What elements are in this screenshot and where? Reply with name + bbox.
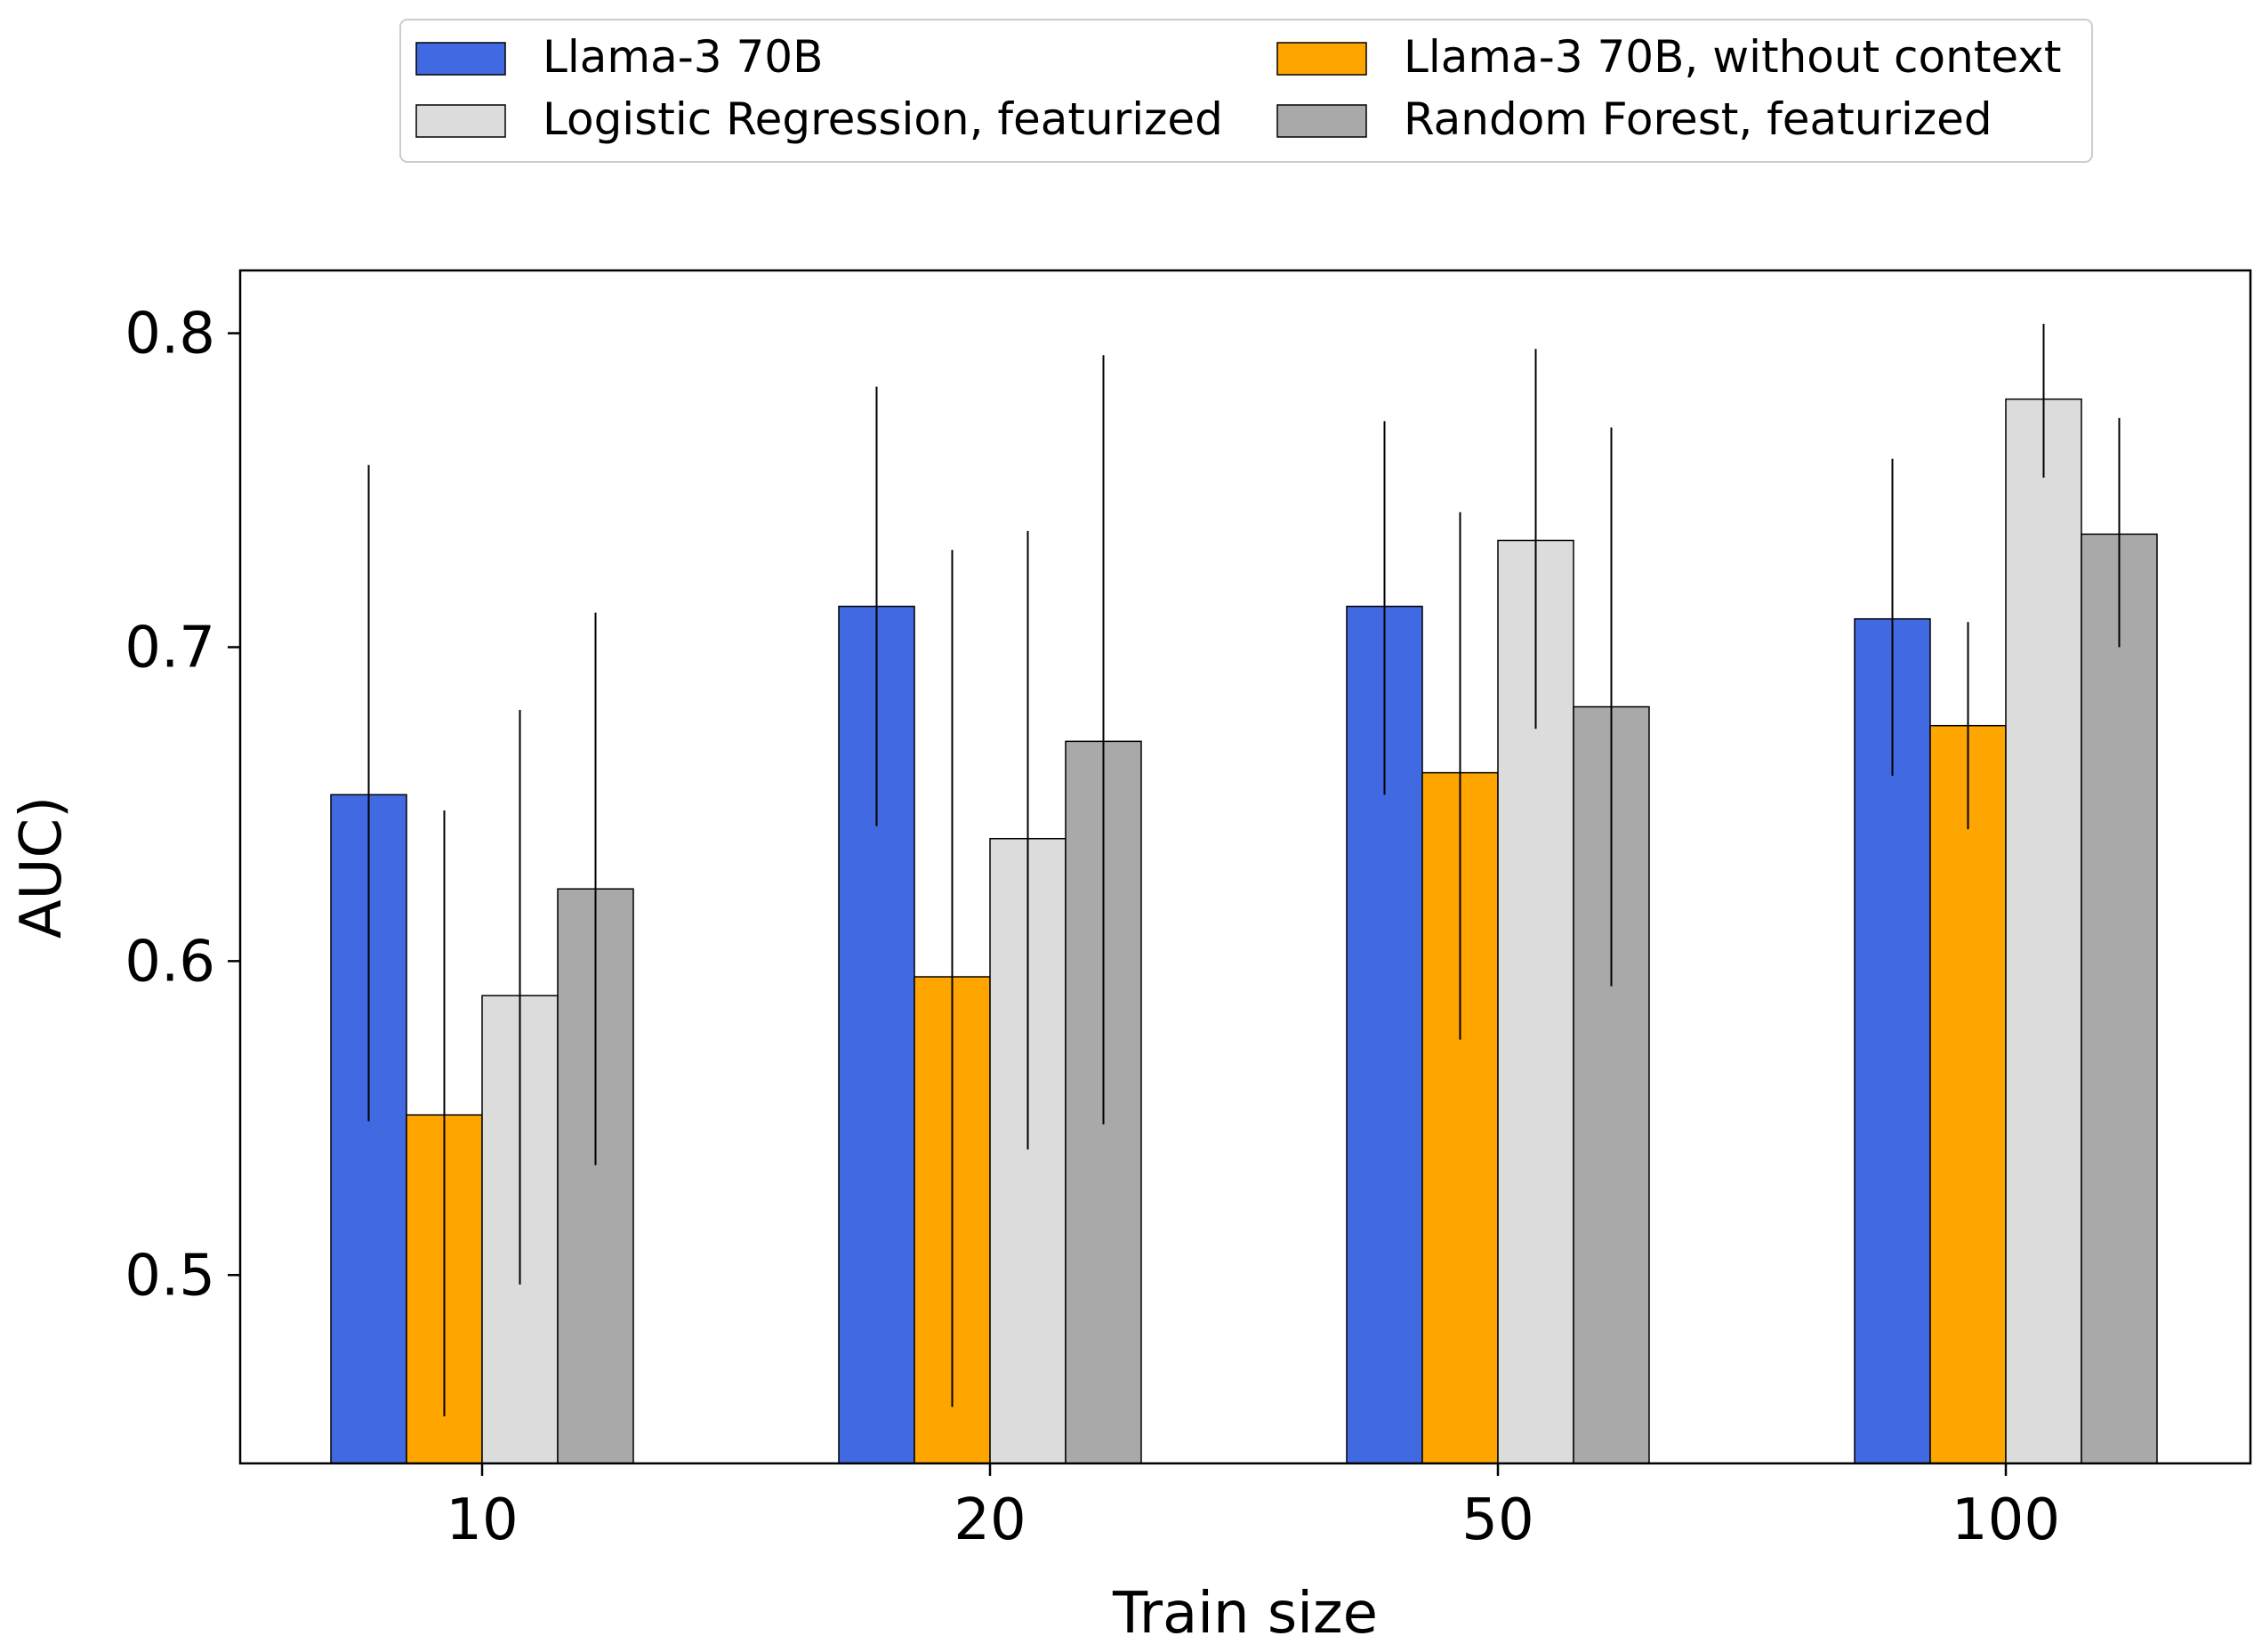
legend-swatch-1 <box>1276 42 1367 76</box>
legend-label-0: Llama-3 70B <box>543 31 823 83</box>
bar-100-series-2 <box>2005 398 2082 1464</box>
x-axis-label: Train size <box>1112 1581 1378 1647</box>
x-tick-label-100: 100 <box>1952 1487 2060 1553</box>
y-axis: 0.5 0.6 0.7 0.8 <box>125 302 240 1309</box>
x-axis: 10 20 50 100 <box>446 1463 2060 1553</box>
legend-label-1: Llama-3 70B, without context <box>1404 31 2062 83</box>
plot-frame <box>238 269 2252 1465</box>
legend-swatch-0 <box>415 42 506 76</box>
x-tick-label-10: 10 <box>446 1487 518 1553</box>
legend-label-2: Logistic Regression, featurized <box>543 93 1223 145</box>
x-tick-label-20: 20 <box>954 1487 1026 1553</box>
legend-frame <box>399 19 2093 163</box>
bar-100-series-3 <box>2081 533 2158 1464</box>
y-tick-label-0.8: 0.8 <box>125 302 215 367</box>
legend-swatch-2 <box>415 104 506 138</box>
y-tick-label-0.7: 0.7 <box>125 615 215 681</box>
legend-swatch-3 <box>1276 104 1367 138</box>
y-tick-label-0.6: 0.6 <box>125 929 215 995</box>
y-tick-label-0.5: 0.5 <box>125 1243 215 1309</box>
y-axis-label: AUC) <box>9 796 75 939</box>
legend-label-3: Random Forest, featurized <box>1404 93 1992 145</box>
legend: Llama-3 70B Llama-3 70B, without context L… <box>399 19 2093 163</box>
error-bars <box>367 323 2121 1417</box>
bar-100-series-1 <box>1929 724 2007 1464</box>
x-tick-label-50: 50 <box>1461 1487 1533 1553</box>
